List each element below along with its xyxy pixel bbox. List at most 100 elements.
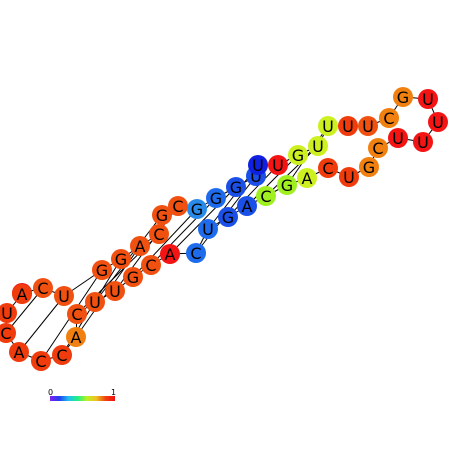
base-pair-bond — [246, 154, 299, 207]
nucleotide-circle — [358, 116, 378, 136]
nucleotide-circle — [359, 157, 379, 177]
nucleotide-letter: C — [145, 256, 156, 275]
nucleotide-circle — [186, 243, 206, 263]
color-scale-max-label: 1 — [111, 388, 116, 397]
nucleotide: U — [418, 89, 438, 109]
nucleotide: U — [248, 155, 268, 175]
nucleotide: U — [54, 286, 74, 306]
nucleotide-letter: G — [397, 88, 409, 107]
nucleotide-circle — [248, 155, 268, 175]
nucleotide-letter: C — [383, 109, 394, 128]
nucleotide-circle — [318, 158, 338, 178]
nucleotide: G — [123, 267, 143, 287]
nucleotide-letter: G — [363, 158, 375, 177]
nucleotide-circle — [388, 128, 408, 148]
nucleotide: A — [12, 284, 32, 304]
nucleotide-letter: U — [272, 156, 284, 175]
nucleotide-circle — [33, 278, 53, 298]
nucleotide-letter: C — [172, 197, 183, 216]
nucleotide-letter: A — [165, 245, 176, 264]
nucleotide-circle — [256, 186, 276, 206]
nucleotide-circle — [160, 244, 180, 264]
nucleotide-circle — [428, 112, 448, 132]
nucleotide-letter: G — [156, 206, 168, 225]
nucleotide-circle — [130, 236, 150, 256]
nucleotide-letter: C — [35, 352, 46, 371]
nucleotide-letter: A — [14, 343, 25, 362]
nucleotide: C — [0, 323, 16, 343]
nucleotide-letter: U — [322, 117, 334, 136]
nucleotide-circle — [85, 292, 105, 312]
nucleotide: U — [388, 128, 408, 148]
nucleotide-letter: U — [1, 304, 13, 323]
nucleotide-letter: C — [190, 244, 201, 263]
nucleotide-letter: U — [362, 117, 374, 136]
nucleotide-letter: G — [230, 178, 242, 197]
nucleotide-circle — [198, 219, 218, 239]
nucleotide-circle — [368, 138, 388, 158]
nucleotide: G — [152, 205, 172, 225]
nucleotide: A — [9, 342, 29, 362]
nucleotide: G — [288, 145, 308, 165]
nucleotide-letter: G — [96, 261, 108, 280]
nucleotide: G — [92, 260, 112, 280]
nucleotide: C — [256, 186, 276, 206]
nucleotide-letter: G — [127, 268, 139, 287]
nucleotide-letter: C — [56, 346, 67, 365]
nucleotide: U — [318, 116, 338, 136]
nucleotide: C — [33, 278, 53, 298]
nucleotide-letter: G — [191, 200, 203, 219]
nucleotide-letter: A — [17, 285, 28, 304]
nucleotide-letter: C — [37, 279, 48, 298]
nucleotide: C — [31, 351, 51, 371]
nucleotide: C — [52, 345, 72, 365]
nucleotide: U — [339, 167, 359, 187]
nucleotide-letter: U — [417, 133, 429, 152]
nucleotide-circle — [268, 155, 288, 175]
nucleotide-letter: A — [302, 169, 313, 188]
color-scale: 0 1 — [48, 388, 116, 401]
nucleotide-circle — [218, 207, 238, 227]
base-pair-bond — [265, 145, 319, 197]
nucleotide-letter: G — [210, 189, 222, 208]
nucleotide-letter: C — [260, 187, 271, 206]
nucleotide-letter: U — [202, 220, 214, 239]
nucleotide-letter: C — [71, 305, 82, 324]
color-scale-bar — [50, 396, 115, 401]
nucleotide-circle — [187, 199, 207, 219]
nucleotide: G — [226, 177, 246, 197]
nucleotide: U — [268, 155, 288, 175]
nucleotide: G — [359, 157, 379, 177]
nucleotide-circle — [31, 351, 51, 371]
nucleotide-circle — [308, 136, 328, 156]
nucleotide-letter: U — [432, 113, 444, 132]
nucleotide: A — [66, 327, 86, 347]
nucleotide: G — [218, 207, 238, 227]
nucleotide-circle — [141, 255, 161, 275]
nucleotide: U — [198, 219, 218, 239]
nucleotide: A — [237, 196, 257, 216]
nucleotide-letter: U — [343, 168, 355, 187]
base-pair-bond — [227, 164, 279, 218]
nucleotide: U — [413, 132, 433, 152]
nucleotide-circle — [92, 260, 112, 280]
nucleotide: U — [358, 116, 378, 136]
nucleotide-letter: G — [222, 208, 234, 227]
nucleotide: A — [160, 244, 180, 264]
nucleotide: A — [297, 168, 317, 188]
nucleotide-circle — [123, 267, 143, 287]
nucleotide: U — [85, 292, 105, 312]
nucleotide-letter: C — [0, 324, 11, 343]
nucleotide-circle — [9, 342, 29, 362]
nucleotide: A — [130, 236, 150, 256]
nucleotide: C — [67, 304, 87, 324]
nucleotide-letter: A — [71, 328, 82, 347]
nucleotide: U — [338, 116, 358, 136]
nucleotide: C — [168, 196, 188, 216]
nucleotide-circle — [318, 116, 338, 136]
nucleotide-letter: C — [372, 139, 383, 158]
nucleotide-circle — [105, 281, 125, 301]
nucleotide-circle — [338, 116, 358, 136]
nucleotide: G — [393, 87, 413, 107]
base-pair-bond — [18, 295, 65, 353]
